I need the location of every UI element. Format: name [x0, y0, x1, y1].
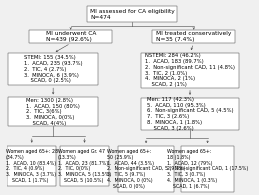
Text: Men: 1300 (2.8%)
1.  ACAD, 150 (80%)
2.  TIC, 3(6%)
3.  MINOCA, 0(0%)
    SCAD, : Men: 1300 (2.8%) 1. ACAD, 150 (80%) 2. T… — [26, 98, 80, 126]
FancyBboxPatch shape — [8, 97, 98, 126]
Text: Women aged 65+:
18 (1.8%)
1.  ACAD, 12 (79%)
2.  Non-significant CAD, 1 (17.5%)
: Women aged 65+: 18 (1.8%) 1. ACAD, 12 (7… — [167, 149, 248, 189]
Text: Women aged 65+: 28
(34.7%)
1.  ACAD, 10 (83.4%)
2.  TIC, 4 (0.9%)
3.  MINOCA, 3 : Women aged 65+: 28 (34.7%) 1. ACAD, 10 (… — [6, 149, 58, 183]
Text: Women aged 65+:
50 (25.9%)
1.  ACAD, 44 (3.5%)
2.  Non-significant CAD, 5 (9.7%): Women aged 65+: 50 (25.9%) 1. ACAD, 44 (… — [107, 149, 185, 189]
Text: MI underwent CA
N=439 (92.6%): MI underwent CA N=439 (92.6%) — [46, 31, 96, 42]
Text: NSTEMI: 284 (46.2%)
1.  ACAD, 183 (89.7%)
2.  Non-significant CAD, 11 (4.8%)
3. : NSTEMI: 284 (46.2%) 1. ACAD, 183 (89.7%)… — [145, 53, 235, 87]
Text: MI treated conservatively
N=35 (7.4%): MI treated conservatively N=35 (7.4%) — [156, 31, 232, 42]
FancyBboxPatch shape — [141, 53, 239, 88]
FancyBboxPatch shape — [7, 146, 56, 186]
FancyBboxPatch shape — [141, 98, 239, 130]
FancyBboxPatch shape — [87, 6, 177, 22]
FancyBboxPatch shape — [8, 53, 98, 85]
Text: MI assessed for CA eligibility
N=474: MI assessed for CA eligibility N=474 — [90, 9, 175, 20]
FancyBboxPatch shape — [181, 146, 234, 191]
FancyBboxPatch shape — [60, 146, 109, 186]
Text: Women aged Gr. 47
(13.3%)
1.  ACAD, 23 (81.7%)
2.  TIC, 0(0%)
3.  MINOCA, 5 (13.: Women aged Gr. 47 (13.3%) 1. ACAD, 23 (8… — [58, 149, 111, 183]
FancyBboxPatch shape — [118, 146, 174, 191]
FancyBboxPatch shape — [152, 30, 235, 43]
Text: Men: 117 (42.3%)
5.  ACAD, 110 (95.3%)
6.  Non-significant CAD, 5 (4.5%)
7.  TIC: Men: 117 (42.3%) 5. ACAD, 110 (95.3%) 6.… — [147, 97, 233, 131]
Text: STEMI: 155 (34.5%)
1.  ACAD, 235 (93.7%)
2.  TIC, 4 (2.7%)
3.  MINOCA, 6 (3.9%)
: STEMI: 155 (34.5%) 1. ACAD, 235 (93.7%) … — [24, 55, 82, 83]
FancyBboxPatch shape — [29, 30, 112, 43]
